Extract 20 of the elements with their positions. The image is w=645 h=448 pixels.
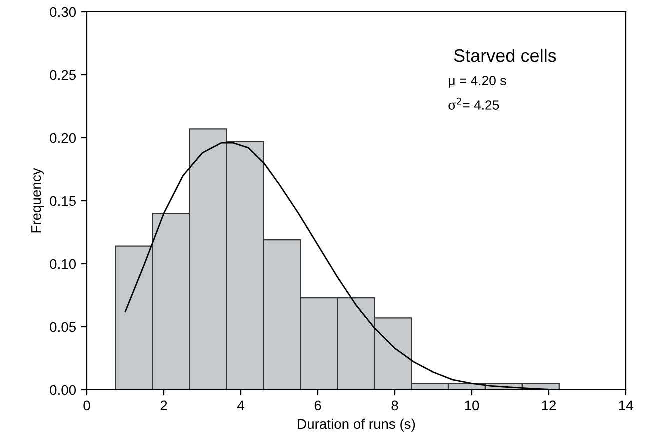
y-tick-label: 0.00	[50, 385, 76, 396]
y-tick-label: 0.05	[50, 322, 76, 332]
x-tick-label: 2	[160, 400, 168, 410]
annotation: μ = 4.20 s	[449, 76, 506, 88]
annotation: σ$^{2}$= 4.25	[448, 98, 500, 110]
annotation: Starved cells	[454, 48, 556, 62]
x-tick-label: 10	[465, 400, 480, 411]
y-tick-label: 0.30	[50, 7, 76, 18]
y-axis-title: Frequency	[32, 168, 44, 233]
x-tick-label: 14	[619, 400, 634, 410]
y-tick-label: 0.25	[50, 70, 76, 80]
x-axis-title: Duration of runs (s)	[298, 418, 416, 432]
y-tick-label: 0.10	[50, 259, 76, 270]
x-tick-label: 0	[84, 400, 90, 411]
x-tick-label: 8	[392, 400, 398, 411]
x-tick-label: 4	[237, 400, 244, 410]
x-tick-label: 12	[542, 400, 556, 410]
y-tick-label: 0.15	[50, 196, 76, 206]
y-tick-label: 0.20	[50, 133, 76, 144]
x-tick-label: 6	[314, 400, 322, 411]
